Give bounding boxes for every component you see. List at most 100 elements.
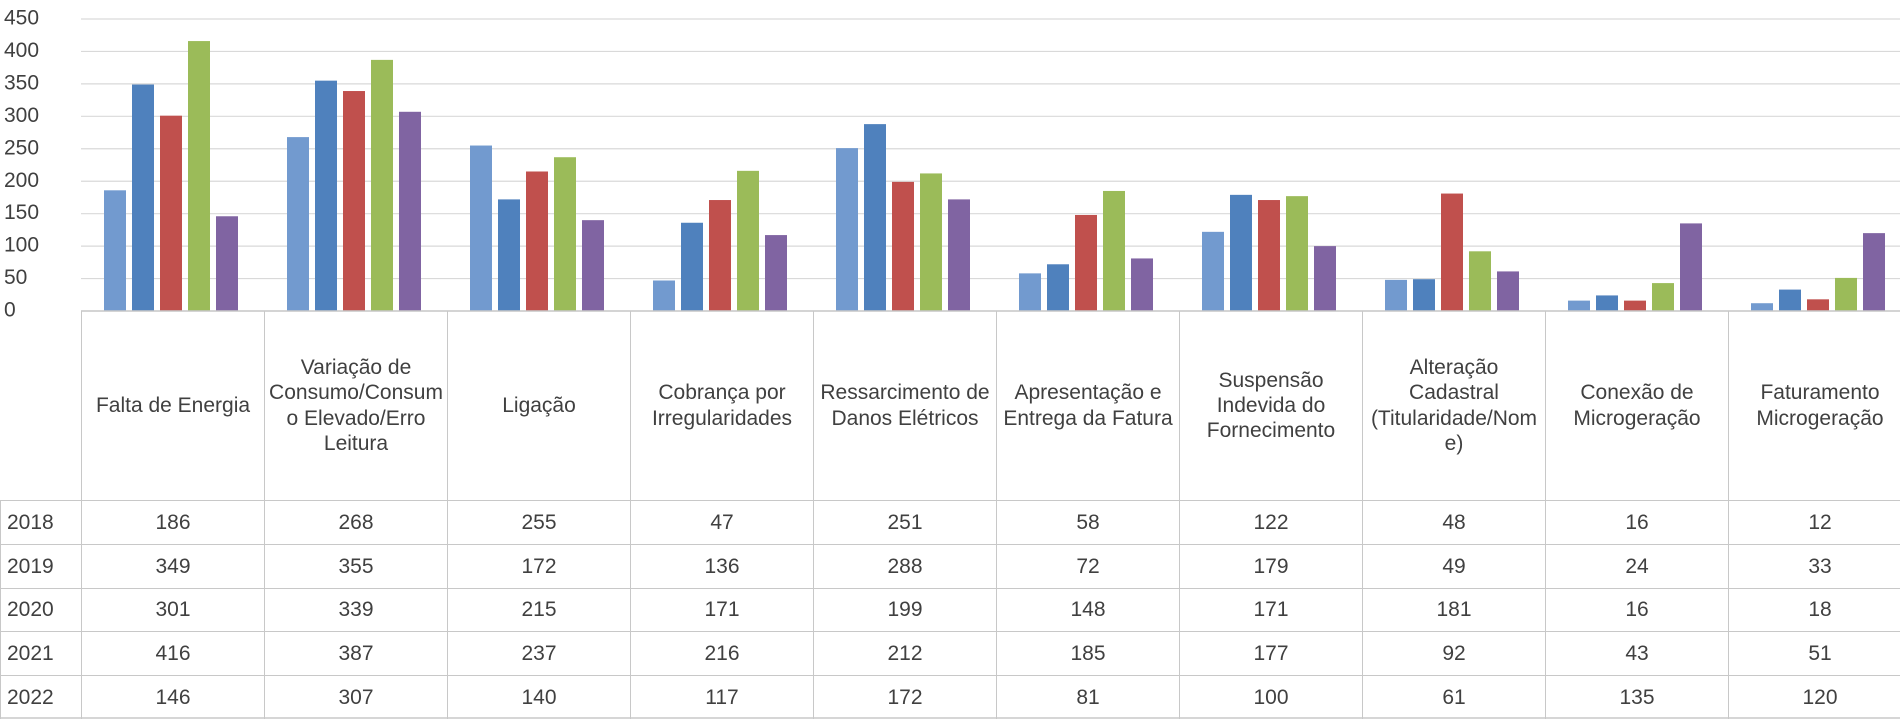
- table-value: 51: [1728, 631, 1900, 676]
- table-value: 16: [1545, 500, 1728, 544]
- bar: [1469, 251, 1491, 311]
- table-value: 199: [813, 587, 996, 632]
- category-label: Suspensão Indevida do Fornecimento: [1179, 311, 1362, 500]
- table-value: 58: [996, 500, 1179, 544]
- series-name: 2019: [0, 543, 81, 588]
- bar: [371, 59, 393, 311]
- bar: [1863, 233, 1885, 311]
- table-value: 268: [264, 500, 447, 544]
- table-value: 349: [81, 543, 264, 588]
- table-value: 92: [1362, 631, 1545, 676]
- bar: [1103, 190, 1125, 311]
- bar: [1680, 223, 1702, 311]
- y-tick-label: 200: [4, 169, 39, 192]
- table-value: 301: [81, 587, 264, 632]
- bar: [1624, 300, 1646, 311]
- y-tick-label: 150: [4, 201, 39, 224]
- bar: [1807, 299, 1829, 311]
- table-value: 100: [1179, 675, 1362, 719]
- table-value: 146: [81, 675, 264, 719]
- series-name: 2018: [0, 500, 81, 544]
- bar: [948, 199, 970, 311]
- table-value: 355: [264, 543, 447, 588]
- table-value: 387: [264, 631, 447, 676]
- category-label: Conexão de Microgeração: [1545, 311, 1728, 500]
- y-tick-label: 350: [4, 71, 39, 94]
- table-value: 135: [1545, 675, 1728, 719]
- table-value: 255: [447, 500, 630, 544]
- table-value: 48: [1362, 500, 1545, 544]
- bar: [864, 124, 886, 312]
- bar: [765, 235, 787, 311]
- bar: [343, 91, 365, 311]
- bar: [920, 173, 942, 311]
- y-tick-label: 250: [4, 136, 39, 159]
- bar: [104, 190, 126, 311]
- table-value: 16: [1545, 587, 1728, 632]
- bar: [1568, 300, 1590, 311]
- bar: [1230, 194, 1252, 311]
- table-value: 251: [813, 500, 996, 544]
- bar: [1286, 196, 1308, 311]
- table-value: 307: [264, 675, 447, 719]
- bar: [1131, 258, 1153, 311]
- table-value: 215: [447, 587, 630, 632]
- bar: [470, 145, 492, 311]
- bar: [892, 181, 914, 311]
- table-value: 181: [1362, 587, 1545, 632]
- bar: [132, 84, 154, 311]
- category-label: Falta de Energia: [81, 311, 264, 500]
- table-value: 179: [1179, 543, 1362, 588]
- y-tick-label: 100: [4, 234, 39, 257]
- bar: [315, 80, 337, 312]
- bar: [709, 200, 731, 311]
- category-label: Alteração Cadastral (Titularidade/Nome): [1362, 311, 1545, 500]
- y-tick-label: 0: [4, 299, 16, 322]
- bar: [498, 199, 520, 311]
- series-name: 2020: [0, 587, 81, 632]
- category-label: Ressarcimento de Danos Elétricos: [813, 311, 996, 500]
- table-value: 81: [996, 675, 1179, 719]
- table-value: 18: [1728, 587, 1900, 632]
- bar: [1779, 289, 1801, 311]
- category-label: Apresentação e Entrega da Fatura: [996, 311, 1179, 500]
- table-value: 339: [264, 587, 447, 632]
- table-value: 43: [1545, 631, 1728, 676]
- table-value: 212: [813, 631, 996, 676]
- series-name: 2022: [0, 675, 81, 719]
- table-value: 185: [996, 631, 1179, 676]
- y-tick-label: 300: [4, 104, 39, 127]
- table-value: 148: [996, 587, 1179, 632]
- category-label: Faturamento Microgeração: [1728, 311, 1900, 500]
- table-value: 24: [1545, 543, 1728, 588]
- bar: [737, 170, 759, 311]
- table-value: 140: [447, 675, 630, 719]
- table-value: 49: [1362, 543, 1545, 588]
- category-label: Cobrança por Irregularidades: [630, 311, 813, 500]
- table-value: 61: [1362, 675, 1545, 719]
- table-value: 171: [630, 587, 813, 632]
- table-value: 172: [447, 543, 630, 588]
- y-tick-label: 450: [4, 7, 39, 30]
- bar: [1314, 246, 1336, 311]
- bar: [1652, 283, 1674, 311]
- bar: [582, 220, 604, 311]
- table-value: 216: [630, 631, 813, 676]
- bar: [216, 216, 238, 311]
- bar: [1596, 295, 1618, 311]
- table-value: 171: [1179, 587, 1362, 632]
- bar: [160, 115, 182, 311]
- bar: [1019, 273, 1041, 311]
- bar: [1047, 264, 1069, 311]
- bar: [526, 171, 548, 311]
- table-value: 117: [630, 675, 813, 719]
- bar: [1075, 214, 1097, 311]
- bar: [399, 111, 421, 312]
- table-value: 136: [630, 543, 813, 588]
- table-value: 33: [1728, 543, 1900, 588]
- y-tick-label: 400: [4, 39, 39, 62]
- bar: [287, 137, 309, 311]
- table-value: 72: [996, 543, 1179, 588]
